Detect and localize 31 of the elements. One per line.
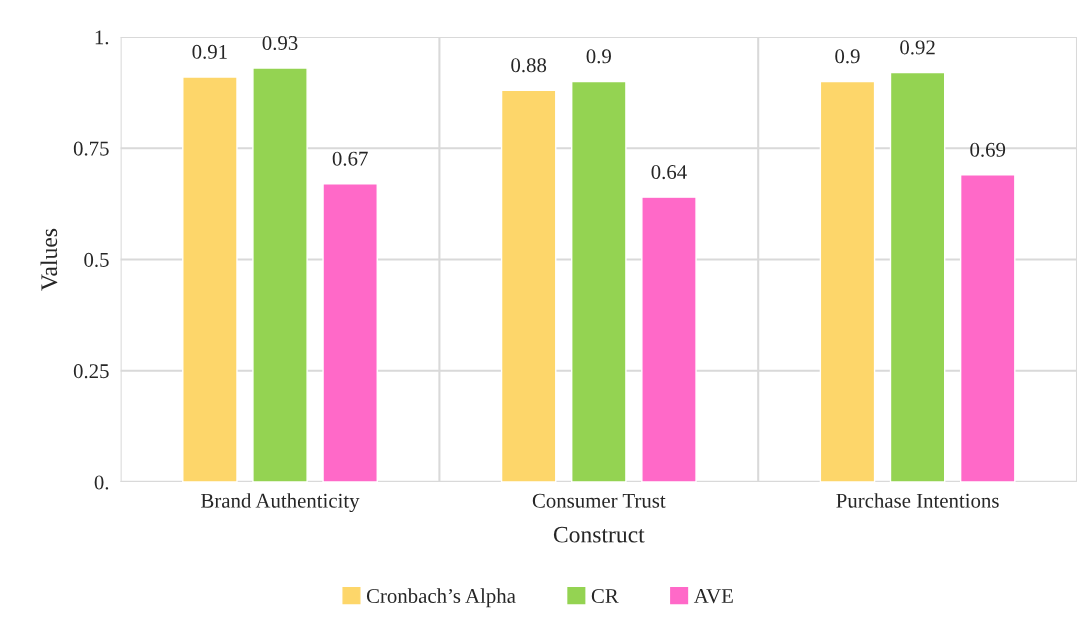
bar bbox=[322, 183, 378, 483]
y-tick-label: 0. bbox=[94, 475, 109, 490]
y-axis-title: Values bbox=[40, 228, 58, 291]
bar bbox=[182, 76, 238, 483]
data-label: 0.92 bbox=[900, 40, 935, 55]
data-label: 0.69 bbox=[970, 142, 1006, 157]
data-label: 0.67 bbox=[332, 151, 368, 166]
y-tick-label: 1. bbox=[95, 30, 109, 45]
data-label: 0.91 bbox=[192, 44, 227, 59]
y-tick-label: 0.5 bbox=[84, 252, 109, 267]
bar bbox=[959, 174, 1016, 483]
bar bbox=[500, 89, 557, 483]
legend-label: Cronbach’s Alpha bbox=[366, 588, 516, 608]
legend-label: AVE bbox=[693, 589, 733, 604]
legend-label: CR bbox=[591, 589, 619, 604]
y-tick-label: 0.25 bbox=[73, 364, 109, 379]
data-label: 0.9 bbox=[586, 49, 611, 64]
bar bbox=[571, 80, 627, 483]
data-label: 0.88 bbox=[511, 58, 547, 73]
data-label: 0.9 bbox=[835, 49, 860, 64]
x-axis-title: Construct bbox=[553, 526, 645, 543]
bar bbox=[252, 67, 308, 483]
bar bbox=[641, 196, 697, 483]
x-tick-label: Consumer Trust bbox=[532, 493, 666, 508]
y-tick-label: 0.75 bbox=[73, 141, 109, 156]
data-label: 0.93 bbox=[262, 35, 298, 51]
x-tick-label: Purchase Intentions bbox=[836, 493, 999, 508]
bar bbox=[819, 80, 876, 483]
data-label: 0.64 bbox=[651, 164, 687, 180]
x-tick-label: Brand Authenticity bbox=[201, 493, 360, 513]
bar bbox=[889, 71, 946, 483]
